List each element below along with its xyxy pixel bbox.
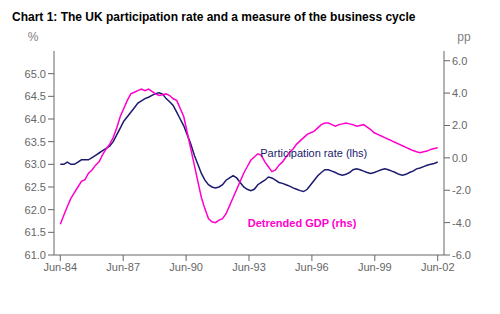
svg-text:Jun-93: Jun-93 xyxy=(232,261,266,273)
svg-text:63.0: 63.0 xyxy=(25,158,46,170)
svg-text:2.0: 2.0 xyxy=(452,119,467,131)
svg-text:Jun-02: Jun-02 xyxy=(421,261,455,273)
svg-text:Jun-90: Jun-90 xyxy=(169,261,203,273)
svg-text:61.5: 61.5 xyxy=(25,226,46,238)
svg-text:Jun-87: Jun-87 xyxy=(106,261,140,273)
svg-text:-4.0: -4.0 xyxy=(452,217,471,229)
svg-text:62.5: 62.5 xyxy=(25,181,46,193)
html-text:Chart 1: The UK participation: Chart 1: The UK participation rate and a… xyxy=(12,10,416,24)
svg-text:-6.0: -6.0 xyxy=(452,249,471,261)
svg-text:-2.0: -2.0 xyxy=(452,184,471,196)
svg-text:6.0: 6.0 xyxy=(452,55,467,67)
svg-text:Participation rate (lhs): Participation rate (lhs) xyxy=(260,147,367,159)
svg-text:Jun-99: Jun-99 xyxy=(358,261,392,273)
svg-text:Detrended GDP (rhs): Detrended GDP (rhs) xyxy=(248,217,357,229)
svg-text:63.5: 63.5 xyxy=(25,136,46,148)
svg-text:pp: pp xyxy=(457,30,471,44)
svg-text:61.0: 61.0 xyxy=(25,249,46,261)
svg-text:%: % xyxy=(28,30,39,44)
svg-text:64.5: 64.5 xyxy=(25,90,46,102)
svg-text:4.0: 4.0 xyxy=(452,87,467,99)
svg-text:64.0: 64.0 xyxy=(25,113,46,125)
svg-text:0.0: 0.0 xyxy=(452,152,467,164)
svg-text:Jun-84: Jun-84 xyxy=(43,261,77,273)
svg-text:Jun-96: Jun-96 xyxy=(295,261,329,273)
svg-text:65.0: 65.0 xyxy=(25,68,46,80)
svg-text:62.0: 62.0 xyxy=(25,204,46,216)
